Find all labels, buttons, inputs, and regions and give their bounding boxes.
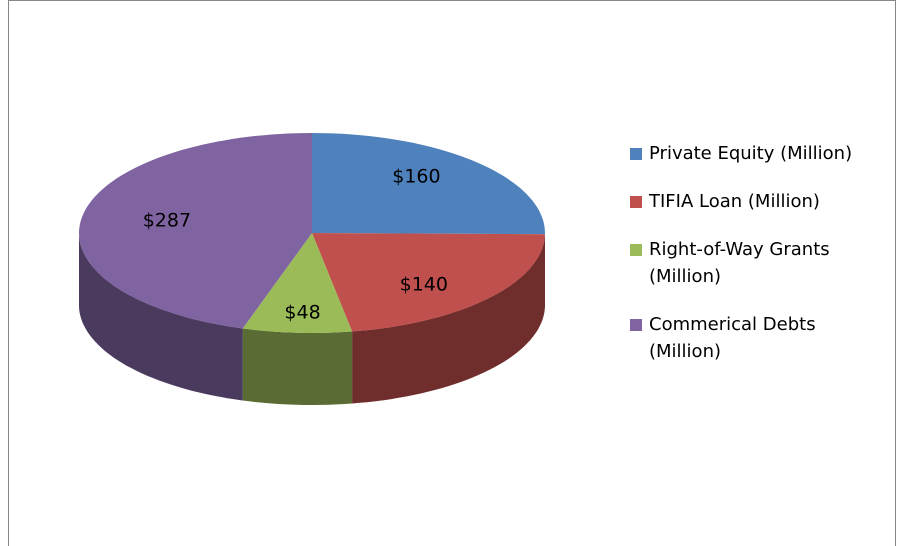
legend-swatch [630, 244, 642, 256]
data-label: $287 [143, 209, 191, 231]
data-label: $48 [284, 301, 320, 323]
slice-side [242, 328, 353, 405]
slice-shade [352, 234, 545, 404]
legend: Private Equity (Million) TIFIA Loan (Mill… [630, 140, 870, 386]
slice [312, 233, 545, 332]
legend-swatch [630, 196, 642, 208]
legend-label: Private Equity (Million) [649, 143, 853, 164]
legend-item: TIFIA Loan (Million) [630, 188, 870, 215]
slice [312, 133, 545, 235]
slice-shade [79, 233, 243, 401]
legend-item: Commerical Debts (Million) [630, 311, 870, 365]
slice [79, 133, 312, 329]
legend-swatch [630, 319, 642, 331]
slice-side [352, 234, 545, 404]
chart-frame [8, 0, 896, 546]
legend-label: Commerical Debts (Million) [649, 314, 816, 362]
legend-label: Right-of-Way Grants (Million) [649, 239, 830, 287]
legend-item: Right-of-Way Grants (Million) [630, 236, 870, 290]
legend-label: TIFIA Loan (Million) [649, 191, 820, 212]
legend-swatch [630, 148, 642, 160]
data-label: $140 [400, 273, 448, 295]
legend-item: Private Equity (Million) [630, 140, 870, 167]
slice [242, 233, 353, 333]
data-label: $160 [392, 165, 440, 187]
slice-side [79, 233, 243, 401]
slice-shade [242, 328, 353, 405]
